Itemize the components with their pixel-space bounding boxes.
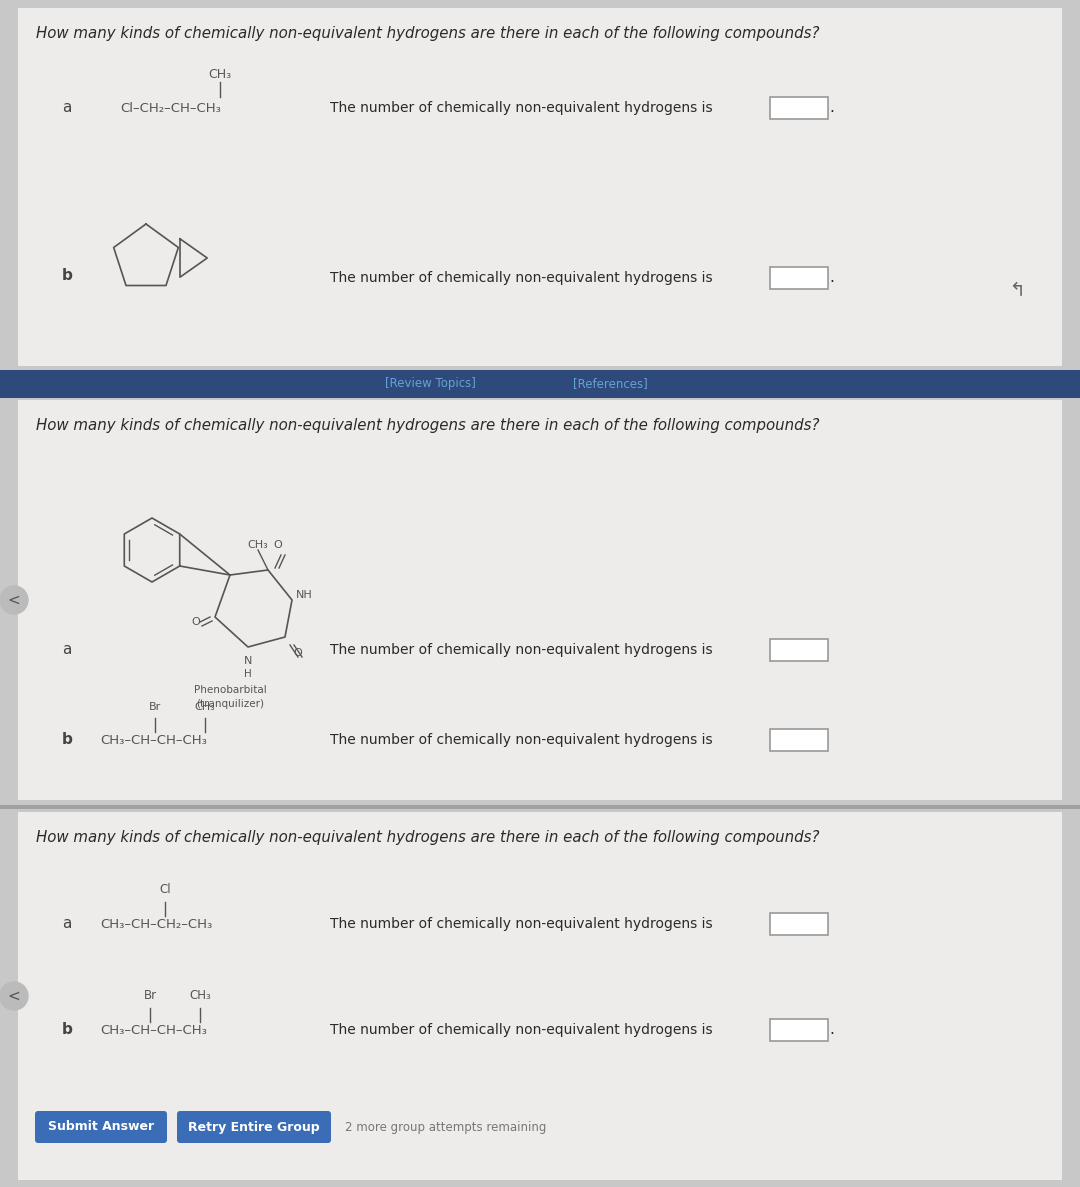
Text: CH₃: CH₃ (247, 540, 268, 550)
Bar (770, 1018, 828, 1041)
Text: ↳: ↳ (1002, 275, 1018, 294)
Text: O: O (294, 648, 302, 658)
Bar (770, 913, 828, 935)
Text: How many kinds of chemically non-equivalent hydrogens are there in each of the f: How many kinds of chemically non-equival… (36, 26, 820, 42)
Text: .: . (829, 1022, 834, 1037)
Bar (0, 805, 1080, 810)
Text: <: < (8, 989, 21, 1003)
Bar (770, 97, 828, 119)
Text: [Review Topics]: [Review Topics] (384, 377, 475, 391)
Text: O: O (191, 617, 200, 627)
Text: How many kinds of chemically non-equivalent hydrogens are there in each of the f: How many kinds of chemically non-equival… (36, 830, 820, 845)
Text: O: O (273, 540, 282, 550)
Text: .: . (829, 101, 834, 115)
Text: The number of chemically non-equivalent hydrogens is: The number of chemically non-equivalent … (330, 734, 713, 747)
Text: How many kinds of chemically non-equivalent hydrogens are there in each of the f: How many kinds of chemically non-equival… (36, 418, 820, 433)
Text: N: N (244, 656, 253, 666)
Text: CH₃: CH₃ (194, 702, 215, 712)
Text: The number of chemically non-equivalent hydrogens is: The number of chemically non-equivalent … (330, 101, 713, 115)
Bar (770, 267, 828, 288)
Text: a: a (62, 101, 71, 115)
Text: b: b (62, 1022, 72, 1037)
Text: CH₃–CH–CH–CH₃: CH₃–CH–CH–CH₃ (100, 734, 207, 747)
Text: Phenobarbital: Phenobarbital (193, 685, 267, 696)
Text: (tranquilizer): (tranquilizer) (195, 699, 264, 709)
Text: CH₃–CH–CH–CH₃: CH₃–CH–CH–CH₃ (100, 1023, 207, 1036)
Text: <: < (8, 592, 21, 608)
Text: Submit Answer: Submit Answer (48, 1121, 154, 1134)
Bar (770, 639, 828, 661)
FancyBboxPatch shape (177, 1111, 330, 1143)
Text: CH₃: CH₃ (208, 69, 231, 82)
Bar (18, 812, 1062, 1180)
Text: CH₃: CH₃ (189, 989, 211, 1002)
Text: [References]: [References] (572, 377, 647, 391)
FancyBboxPatch shape (35, 1111, 167, 1143)
Bar (770, 729, 828, 751)
Text: .: . (829, 271, 834, 286)
Text: 2 more group attempts remaining: 2 more group attempts remaining (345, 1121, 546, 1134)
Text: Br: Br (144, 989, 157, 1002)
Text: H: H (244, 669, 252, 679)
Text: The number of chemically non-equivalent hydrogens is: The number of chemically non-equivalent … (330, 918, 713, 931)
Bar (0, 370, 1080, 398)
Text: b: b (62, 267, 72, 283)
Text: Br: Br (149, 702, 161, 712)
Text: The number of chemically non-equivalent hydrogens is: The number of chemically non-equivalent … (330, 1023, 713, 1037)
Text: NH: NH (296, 590, 313, 599)
Bar (18, 400, 1062, 800)
Circle shape (0, 982, 28, 1010)
Text: Retry Entire Group: Retry Entire Group (188, 1121, 320, 1134)
Text: The number of chemically non-equivalent hydrogens is: The number of chemically non-equivalent … (330, 643, 713, 656)
Bar (18, 8, 1062, 366)
Text: Cl: Cl (159, 883, 171, 896)
Text: Cl–CH₂–CH–CH₃: Cl–CH₂–CH–CH₃ (120, 102, 221, 114)
Text: a: a (62, 642, 71, 658)
Text: b: b (62, 732, 72, 748)
Text: CH₃–CH–CH₂–CH₃: CH₃–CH–CH₂–CH₃ (100, 918, 213, 931)
Circle shape (0, 586, 28, 614)
Text: a: a (62, 916, 71, 932)
Text: The number of chemically non-equivalent hydrogens is: The number of chemically non-equivalent … (330, 271, 713, 285)
